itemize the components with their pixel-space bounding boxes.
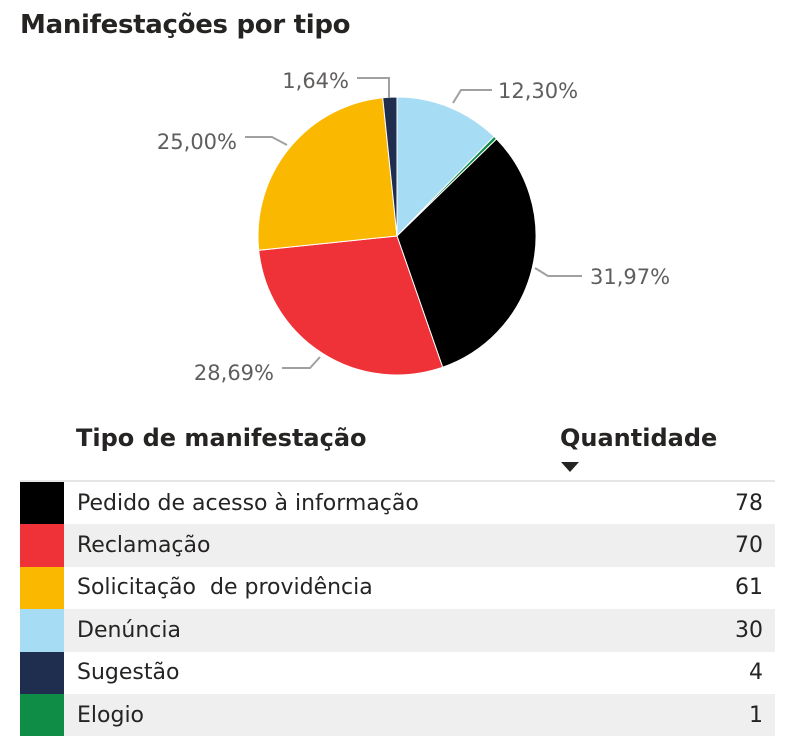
leader-line xyxy=(357,77,390,98)
pie-slice[interactable] xyxy=(257,97,398,251)
data-label: 1,64% xyxy=(282,69,349,93)
table-row[interactable]: Sugestão 4 xyxy=(20,651,775,694)
table-body: Pedido de acesso à informação 78 Reclama… xyxy=(20,482,775,737)
table-row[interactable]: Reclamação 70 xyxy=(20,524,775,567)
table-row[interactable]: Solicitação de providência 61 xyxy=(20,566,775,610)
pie-chart: 12,30% 31,97% 28,69% 25,00% 1,64% xyxy=(157,69,670,385)
row-value: 4 xyxy=(749,660,763,686)
color-swatch xyxy=(20,693,64,737)
column-header-quantity[interactable]: Quantidade xyxy=(560,424,718,452)
data-label: 25,00% xyxy=(157,130,237,154)
pie-slice[interactable] xyxy=(396,96,495,238)
row-label: Sugestão xyxy=(77,660,180,686)
color-swatch xyxy=(20,651,64,694)
row-label: Denúncia xyxy=(77,617,181,643)
color-swatch xyxy=(20,524,64,567)
row-label: Solicitação de providência xyxy=(77,575,373,601)
row-value: 61 xyxy=(735,575,763,601)
row-value: 70 xyxy=(735,533,763,559)
row-label: Pedido de acesso à informação xyxy=(77,490,419,516)
chart-title: Manifestações por tipo xyxy=(20,10,351,40)
row-label: Elogio xyxy=(77,702,145,728)
color-swatch xyxy=(20,482,64,525)
sort-descending-icon[interactable] xyxy=(561,462,579,472)
pie-slice[interactable] xyxy=(258,235,444,376)
row-value: 30 xyxy=(735,617,763,643)
table-row[interactable]: Pedido de acesso à informação 78 xyxy=(20,482,775,525)
color-swatch xyxy=(20,609,64,652)
header-divider xyxy=(20,480,775,482)
row-value: 78 xyxy=(735,490,763,516)
leader-line xyxy=(245,136,288,146)
table-row[interactable]: Denúncia 30 xyxy=(20,609,775,652)
column-header-type[interactable]: Tipo de manifestação xyxy=(76,424,367,452)
leader-line xyxy=(534,267,582,277)
data-label: 31,97% xyxy=(590,265,670,289)
row-value: 1 xyxy=(749,702,763,728)
leader-line xyxy=(282,356,321,369)
row-label: Reclamação xyxy=(77,533,211,559)
data-label: 12,30% xyxy=(498,79,578,103)
leader-line xyxy=(452,89,492,104)
table-row[interactable]: Elogio 1 xyxy=(20,693,775,737)
data-label: 28,69% xyxy=(194,361,274,385)
pie-slice[interactable] xyxy=(396,138,537,368)
color-swatch xyxy=(20,566,64,610)
